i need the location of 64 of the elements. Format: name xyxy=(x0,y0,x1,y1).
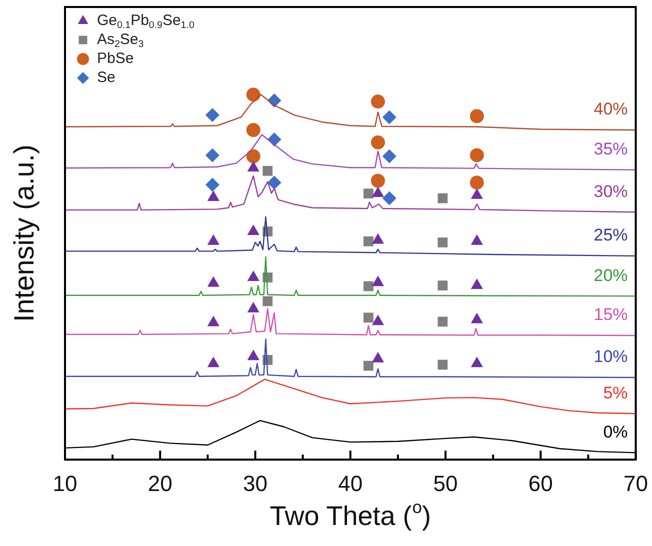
point xyxy=(247,350,260,360)
point xyxy=(247,270,260,281)
point xyxy=(267,176,282,190)
point xyxy=(246,88,260,102)
x-tick-label: 70 xyxy=(624,470,648,496)
series-label: 30% xyxy=(594,182,628,201)
legend-label: PbSe xyxy=(97,50,134,68)
point xyxy=(205,108,220,122)
point xyxy=(470,278,483,289)
point xyxy=(370,135,385,150)
point xyxy=(207,316,220,326)
x-tick-label: 40 xyxy=(338,470,363,496)
point xyxy=(372,186,384,198)
point xyxy=(372,276,384,286)
point xyxy=(246,123,260,138)
series-label: 0% xyxy=(603,422,628,442)
x-tick-label: 20 xyxy=(148,470,172,496)
series-label: 20% xyxy=(594,266,628,285)
point xyxy=(372,352,384,362)
point xyxy=(438,316,448,327)
point xyxy=(207,356,220,368)
point xyxy=(470,109,484,124)
series-label: 5% xyxy=(603,383,628,402)
x-tick-label: 30 xyxy=(243,470,268,496)
series-label: 10% xyxy=(594,347,628,366)
y-axis-title: Intensity (a.u.) xyxy=(8,144,40,322)
point xyxy=(364,281,374,292)
point xyxy=(364,312,374,323)
point xyxy=(364,236,374,246)
point xyxy=(470,148,484,162)
point xyxy=(370,94,385,109)
point xyxy=(246,149,260,164)
point xyxy=(370,174,385,188)
series-label: 15% xyxy=(594,305,628,324)
point xyxy=(372,233,384,244)
series-label: 40% xyxy=(594,100,628,119)
point xyxy=(207,234,220,245)
point xyxy=(247,224,260,235)
point xyxy=(364,188,374,198)
series-label: 35% xyxy=(594,139,628,158)
point xyxy=(470,234,483,245)
point xyxy=(438,280,448,290)
series-label: 25% xyxy=(594,226,628,245)
x-tick-label: 50 xyxy=(433,470,458,496)
point xyxy=(470,188,483,199)
point xyxy=(438,193,448,204)
point xyxy=(470,176,484,190)
point xyxy=(205,148,220,162)
point xyxy=(262,296,273,306)
point xyxy=(382,149,396,164)
point xyxy=(470,312,483,324)
point xyxy=(247,302,260,312)
point xyxy=(438,237,448,248)
point xyxy=(262,166,273,176)
legend-label: Se xyxy=(97,69,116,86)
point xyxy=(470,356,483,368)
point xyxy=(207,276,220,287)
x-tick-label: 10 xyxy=(52,470,78,496)
point xyxy=(372,314,384,326)
point xyxy=(207,190,220,202)
point xyxy=(382,110,396,124)
point xyxy=(382,191,396,206)
x-tick-label: 60 xyxy=(528,470,553,496)
point xyxy=(205,178,220,192)
